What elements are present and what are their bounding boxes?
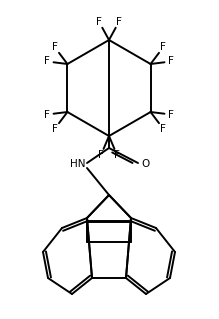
Text: F: F bbox=[168, 110, 174, 120]
Text: F: F bbox=[116, 17, 122, 26]
Text: F: F bbox=[44, 110, 49, 120]
Text: F: F bbox=[98, 150, 104, 160]
Text: F: F bbox=[160, 124, 166, 134]
Text: F: F bbox=[52, 42, 58, 52]
Text: F: F bbox=[168, 56, 174, 66]
Text: F: F bbox=[44, 56, 49, 66]
Text: O: O bbox=[142, 159, 150, 169]
Text: F: F bbox=[52, 124, 58, 134]
Text: HN: HN bbox=[70, 159, 86, 169]
Text: F: F bbox=[160, 42, 166, 52]
Text: F: F bbox=[114, 150, 120, 160]
Text: F: F bbox=[96, 17, 102, 26]
